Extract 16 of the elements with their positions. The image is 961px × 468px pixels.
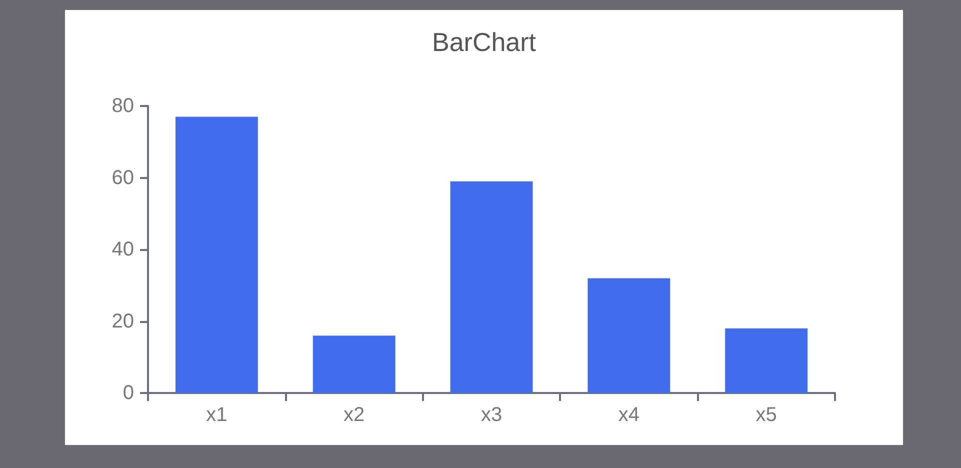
y-tick-label: 60 <box>112 166 134 189</box>
x-tick-label: x1 <box>206 404 228 426</box>
x-tick-label: x3 <box>480 404 502 426</box>
chart-title: BarChart <box>432 27 537 57</box>
x-tick-label: x4 <box>618 404 640 426</box>
y-tick-label: 0 <box>122 382 134 404</box>
y-tick-label: 40 <box>112 238 134 260</box>
y-tick-label: 80 <box>112 95 134 117</box>
x-tick-label: x2 <box>344 404 365 426</box>
x-tick-label: x5 <box>756 404 777 426</box>
y-tick-label: 20 <box>112 310 134 332</box>
bar <box>312 336 396 393</box>
bar <box>725 328 808 393</box>
bar <box>450 181 533 393</box>
bar <box>588 278 670 393</box>
bar <box>175 116 258 393</box>
